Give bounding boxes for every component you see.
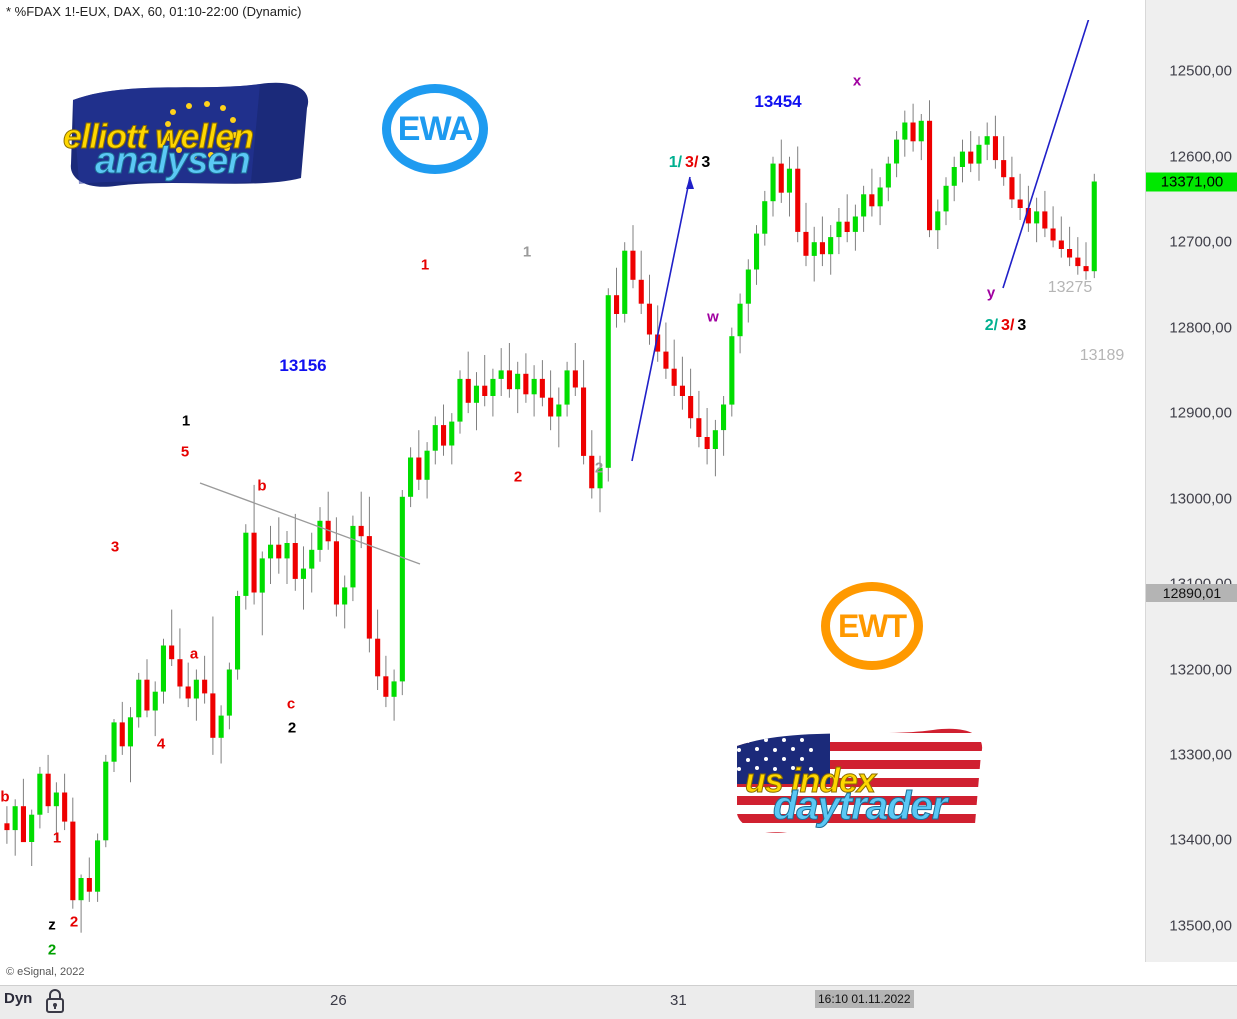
wave-degree-label: 1/ [668, 154, 683, 171]
wave-label: 5 [180, 443, 190, 461]
wave-label: x [852, 72, 862, 90]
price-tick: 12500,00 [1169, 62, 1232, 80]
wave-label: 2 [594, 459, 604, 477]
price-tick: 13500,00 [1169, 917, 1232, 935]
price-tick: 13400,00 [1169, 831, 1232, 849]
us-flag-graphic [736, 728, 983, 833]
wave-label: 1 [522, 243, 532, 261]
wave-label: 3 [110, 538, 120, 556]
wave-degree-label: 3/ [1001, 317, 1015, 334]
wave-label: 4 [156, 735, 166, 753]
price-annotation: 13156 [279, 356, 327, 375]
lock-icon[interactable] [44, 988, 66, 1019]
price-tick: 12700,00 [1169, 233, 1232, 251]
ewa-badge-text: EWA [397, 109, 473, 148]
wave-label: z [48, 916, 56, 934]
wave-label: 2 [47, 941, 57, 959]
wave-label: b [257, 477, 267, 495]
price-tick: 13200,00 [1169, 661, 1232, 678]
wave-degree-label: 3 [701, 154, 711, 171]
us-index-daytrader-logo: us index daytrader [725, 722, 1000, 837]
usidx-line-1: us index [745, 762, 877, 801]
wave-label: b [0, 788, 10, 806]
wave-label: 2 [69, 913, 79, 931]
time-tick: 31 [670, 992, 687, 1009]
wave-degree-label: 3/ [685, 154, 699, 171]
level-annotation: 13189 [1079, 347, 1125, 364]
price-tick: 12900,00 [1169, 404, 1232, 422]
time-tick: 26 [330, 992, 347, 1009]
wave-label: w [707, 308, 719, 326]
wave-label: 1 [52, 829, 62, 847]
current-price-marker: 13371,00 [1146, 172, 1237, 191]
level-annotation: 13275 [1047, 279, 1093, 296]
price-tick: 12600,00 [1169, 148, 1232, 166]
ewt-badge: EWT [821, 582, 923, 670]
logo-line-1: elliott wellen [62, 118, 254, 157]
wave-label: y [986, 284, 996, 302]
status-bar: Dyn 26 31 16:10 01.11.2022 [0, 985, 1237, 1019]
wave-label-group: 1/3/3 [669, 154, 714, 172]
price-tick: 13300,00 [1169, 746, 1232, 764]
eu-flag-graphic [70, 82, 309, 187]
dynamic-mode-label[interactable]: Dyn [4, 990, 33, 1007]
elliott-wellen-analysen-logo: elliott wellen analysen [55, 78, 325, 193]
wave-label: c [286, 695, 296, 713]
wave-degree-label: 2/ [984, 317, 999, 334]
price-axis[interactable]: 13500,0013400,0013300,0013200,0013100,00… [1145, 0, 1237, 962]
previous-close-marker: 12890,01 [1146, 583, 1237, 602]
wave-label: 1 [181, 412, 191, 430]
wave-label-group: 2/3/3 [985, 317, 1030, 335]
copyright-notice: © eSignal, 2022 [6, 966, 85, 978]
wave-label: 2 [287, 719, 297, 737]
logo-line-2: analysen [95, 140, 252, 183]
ewa-badge: EWA [382, 84, 488, 174]
wave-degree-label: 3 [1017, 317, 1027, 334]
wave-label: a [189, 645, 199, 663]
ewt-badge-text: EWT [837, 607, 907, 644]
usidx-line-2: daytrader [772, 784, 947, 829]
price-tick: 13000,00 [1169, 490, 1232, 507]
wave-label: 2 [513, 468, 523, 486]
wave-label: 1 [420, 256, 430, 274]
chart-title: * %FDAX 1!-EUX, DAX, 60, 01:10-22:00 (Dy… [6, 4, 302, 19]
current-time-marker: 16:10 01.11.2022 [815, 990, 914, 1008]
price-annotation: 13454 [754, 92, 802, 111]
price-tick: 12800,00 [1169, 319, 1232, 337]
